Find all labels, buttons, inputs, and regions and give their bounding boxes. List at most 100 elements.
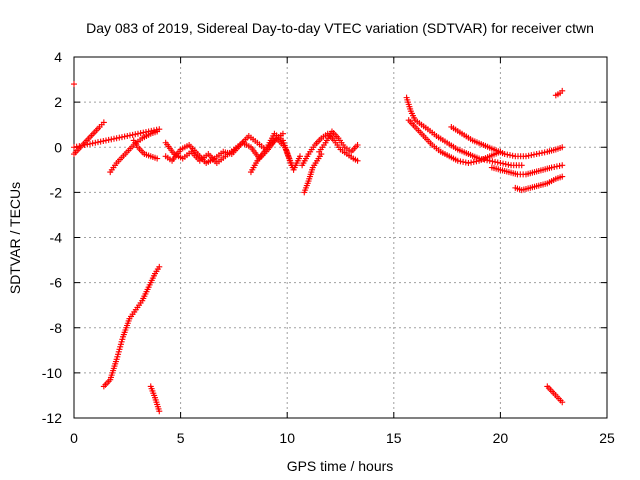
- data-point: [254, 148, 268, 164]
- data-point: [533, 149, 548, 158]
- data-point: [518, 185, 532, 194]
- series-outlier: [71, 81, 77, 88]
- data-point: [433, 132, 448, 145]
- data-point: [290, 153, 303, 173]
- data-point: [81, 140, 96, 148]
- data-point: [305, 144, 317, 158]
- data-point: [139, 286, 151, 304]
- data-point: [169, 148, 183, 164]
- series-arc-s: [544, 383, 566, 406]
- data-point: [405, 117, 417, 129]
- series-arc-j: [316, 128, 361, 155]
- y-tick-label: -8: [50, 320, 63, 336]
- data-point: [152, 394, 163, 415]
- data-point: [420, 132, 434, 147]
- data-point: [237, 134, 251, 148]
- data-point: [152, 263, 163, 277]
- data-point: [71, 81, 77, 88]
- y-tick-label: -12: [42, 410, 62, 426]
- data-point: [429, 141, 442, 154]
- data-point: [162, 139, 176, 156]
- data-point: [120, 317, 132, 340]
- data-point: [527, 183, 540, 191]
- data-point: [162, 153, 173, 163]
- data-point: [544, 147, 557, 155]
- data-point: [194, 151, 208, 165]
- data-point: [444, 139, 459, 152]
- data-point: [122, 143, 135, 158]
- data-point: [279, 137, 295, 169]
- data-point: [331, 137, 342, 151]
- data-point: [514, 171, 527, 178]
- y-tick-label: -4: [50, 230, 63, 246]
- y-tick-label: -2: [50, 184, 63, 200]
- series-arc-d: [130, 137, 161, 162]
- data-point: [491, 146, 506, 157]
- data-point: [446, 153, 459, 163]
- series-arc-f: [162, 130, 295, 169]
- data-point: [540, 165, 553, 173]
- data-point: [544, 383, 556, 395]
- data-point: [465, 151, 480, 161]
- series-arc-b: [71, 126, 163, 151]
- data-point: [107, 162, 119, 176]
- data-point: [83, 132, 95, 144]
- data-point: [262, 139, 276, 153]
- data-point: [100, 378, 112, 390]
- data-point: [350, 155, 361, 164]
- data-point: [454, 146, 470, 157]
- series-arc-p: [552, 87, 566, 99]
- data-point: [113, 152, 127, 167]
- y-tick-label: -6: [50, 275, 63, 291]
- data-point: [505, 169, 519, 177]
- data-point: [448, 123, 463, 136]
- data-point: [139, 131, 152, 142]
- data-point: [134, 129, 149, 137]
- series-arc-g: [247, 130, 286, 176]
- data-point: [557, 87, 566, 97]
- data-point: [469, 137, 485, 148]
- series-arc-a: [71, 119, 107, 158]
- data-point: [459, 130, 474, 143]
- data-point: [437, 148, 451, 159]
- data-point: [454, 157, 469, 166]
- data-point: [476, 154, 491, 164]
- series-arc-h: [301, 151, 325, 196]
- series-arc-n: [488, 162, 566, 178]
- data-point: [348, 141, 361, 155]
- series-arc-m: [448, 123, 566, 160]
- x-tick-label: 25: [599, 430, 615, 446]
- data-point: [403, 94, 414, 112]
- data-point: [96, 119, 107, 130]
- data-point: [271, 130, 286, 144]
- data-point: [552, 91, 561, 99]
- data-point: [341, 144, 353, 154]
- data-point: [145, 272, 157, 291]
- data-point: [71, 142, 85, 151]
- data-point: [328, 128, 340, 140]
- data-point: [418, 121, 429, 131]
- data-point: [132, 299, 144, 313]
- series-arc-o: [512, 173, 566, 194]
- data-point: [488, 164, 502, 173]
- data-point: [548, 162, 566, 171]
- chart-title: Day 083 of 2019, Sidereal Day-to-day VTE…: [86, 20, 594, 36]
- data-point: [211, 150, 225, 162]
- data-point: [508, 162, 525, 169]
- data-point: [309, 160, 319, 171]
- data-point: [177, 143, 190, 153]
- series-arc-r: [147, 383, 163, 415]
- data-point: [245, 132, 259, 145]
- x-tick-label: 15: [386, 430, 402, 446]
- data-point: [228, 143, 242, 158]
- series-arc-l: [405, 117, 504, 167]
- series-arc-c: [107, 128, 161, 176]
- data-point: [220, 148, 233, 157]
- data-points: [71, 81, 566, 415]
- data-point: [497, 166, 510, 175]
- x-tick-label: 5: [177, 430, 185, 446]
- data-point: [322, 130, 334, 146]
- data-point: [107, 358, 119, 383]
- data-point: [247, 160, 260, 176]
